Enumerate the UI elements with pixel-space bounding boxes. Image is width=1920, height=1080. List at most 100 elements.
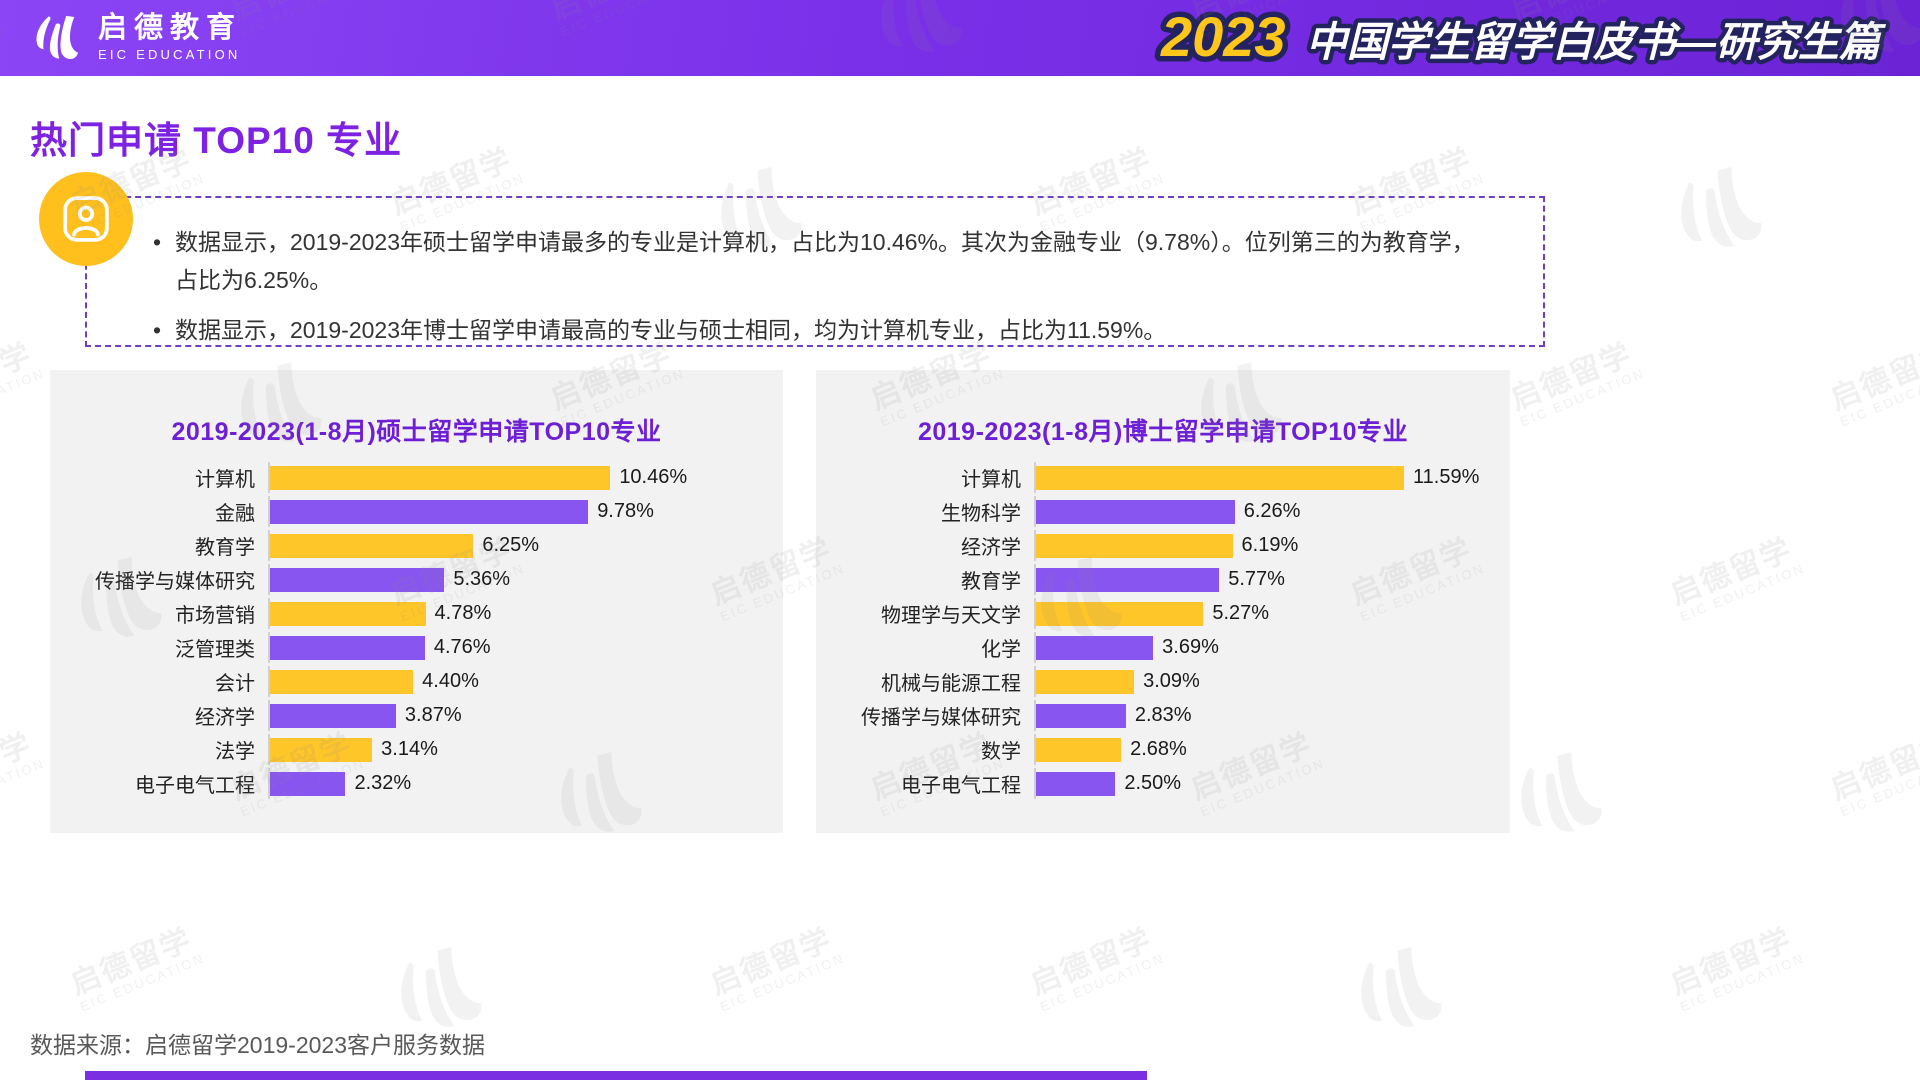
category-label: 经济学	[961, 537, 1021, 559]
bar-track: 11.59%	[1034, 462, 1496, 493]
watermark-line1: 启德留学	[1666, 532, 1798, 612]
bar	[1036, 465, 1404, 490]
key-findings-box: 数据显示，2019-2023年硕士留学申请最多的专业是计算机，占比为10.46%…	[39, 172, 1545, 349]
category-label: 电子电气工程	[135, 775, 255, 797]
report-title-year: 2023	[1160, 5, 1286, 68]
bar-track: 6.26%	[1034, 496, 1496, 527]
chart-row: 计算机 10.46%	[50, 462, 783, 493]
data-source-note: 数据来源：启德留学2019-2023客户服务数据	[30, 1032, 485, 1058]
watermark-line1: 启德留学	[1826, 337, 1920, 417]
category-label: 机械与能源工程	[881, 673, 1021, 695]
bar-track: 3.69%	[1034, 632, 1496, 663]
bar-track: 4.76%	[268, 632, 769, 663]
value-label: 4.76%	[433, 636, 491, 658]
bar	[270, 601, 426, 626]
watermark-line1: 启德留学	[0, 337, 38, 417]
category-label: 法学	[215, 741, 255, 763]
value-label: 2.68%	[1130, 738, 1187, 760]
value-label: 3.09%	[1143, 670, 1200, 692]
category-label: 数学	[981, 741, 1021, 763]
brand-name-en: EIC EDUCATION	[98, 47, 241, 63]
category-label: 化学	[981, 639, 1021, 661]
chart-row: 化学 3.69%	[816, 632, 1510, 663]
watermark-line2: EIC EDUCATION	[1517, 364, 1648, 429]
watermark-line2: EIC EDUCATION	[0, 364, 48, 429]
chart-row: 计算机 11.59%	[816, 462, 1510, 493]
watermark-line2: EIC EDUCATION	[1837, 364, 1920, 429]
watermark-line2: EIC EDUCATION	[1677, 559, 1808, 624]
watermark-line1: 启德留学	[1826, 727, 1920, 807]
bar-track: 5.77%	[1034, 564, 1496, 595]
watermark-logo-icon	[1335, 931, 1462, 1061]
bar	[1036, 737, 1122, 762]
watermark-line1: 启德留学	[1026, 922, 1158, 1002]
category-label: 经济学	[195, 707, 255, 729]
bar-track: 4.78%	[268, 598, 769, 629]
bar	[1036, 499, 1235, 524]
watermark-line2: EIC EDUCATION	[1037, 949, 1168, 1014]
bar	[270, 499, 589, 524]
bar-track: 3.14%	[268, 734, 769, 765]
bar-track: 5.36%	[268, 564, 769, 595]
bar-track: 10.46%	[268, 462, 769, 493]
masters-chart-panel: 2019-2023(1-8月)硕士留学申请TOP10专业 计算机 10.46% 金融…	[50, 370, 783, 833]
category-label: 会计	[215, 673, 255, 695]
svg-text:2023 中国学生留学白皮书—研究生篇: 2023 中国学生留学白皮书—研究生篇	[1160, 5, 1887, 68]
value-label: 6.25%	[482, 534, 540, 556]
page-title: 热门申请 TOP10 专业	[30, 120, 403, 161]
watermark-line1: 启德留学	[66, 922, 198, 1002]
masters-chart-title: 2019-2023(1-8月)硕士留学申请TOP10专业	[171, 418, 662, 446]
bullet-item: 数据显示，2019-2023年博士留学申请最高的专业与硕士相同，均为计算机专业，…	[151, 311, 1517, 349]
value-label: 4.40%	[422, 670, 479, 692]
bar	[1036, 703, 1126, 728]
chart-row: 会计 4.40%	[50, 666, 783, 697]
value-label: 2.83%	[1134, 704, 1192, 726]
report-title-text: 中国学生留学白皮书—研究生篇	[1306, 19, 1887, 65]
category-label: 传播学与媒体研究	[95, 571, 255, 593]
category-label: 市场营销	[175, 605, 255, 627]
bar-track: 2.68%	[1034, 734, 1496, 765]
bar	[270, 533, 474, 558]
chart-row: 市场营销 4.78%	[50, 598, 783, 629]
bar-track: 4.40%	[268, 666, 769, 697]
chart-row: 电子电气工程 2.32%	[50, 768, 783, 799]
bar-track: 6.19%	[1034, 530, 1496, 561]
bar	[1036, 669, 1135, 694]
chart-row: 经济学 3.87%	[50, 700, 783, 731]
bar-track: 5.27%	[1034, 598, 1496, 629]
chart-row: 经济学 6.19%	[816, 530, 1510, 561]
brand-name-cn: 启德教育	[98, 12, 243, 45]
phd-chart-panel: 2019-2023(1-8月)博士留学申请TOP10专业 计算机 11.59% 生物…	[816, 370, 1510, 833]
watermark-line2: EIC EDUCATION	[77, 949, 208, 1014]
bar-track: 2.50%	[1034, 768, 1496, 799]
bar	[1036, 635, 1154, 660]
bar	[270, 771, 346, 796]
chart-row: 教育学 6.25%	[50, 530, 783, 561]
callout-bullets: 数据显示，2019-2023年硕士留学申请最多的专业是计算机，占比为10.46%…	[87, 198, 1543, 349]
bar	[270, 737, 373, 762]
value-label: 6.26%	[1243, 500, 1301, 522]
report-title: 2023 中国学生留学白皮书—研究生篇	[1154, 0, 1890, 74]
bar	[270, 567, 445, 592]
chart-row: 金融 9.78%	[50, 496, 783, 527]
category-label: 金融	[215, 503, 255, 525]
bar	[1036, 567, 1220, 592]
brand-logo-text: 启德教育 EIC EDUCATION	[98, 12, 243, 63]
chart-row: 法学 3.14%	[50, 734, 783, 765]
value-label: 5.77%	[1228, 568, 1285, 590]
value-label: 4.78%	[434, 602, 492, 624]
bar-track: 9.78%	[268, 496, 769, 527]
chart-row: 泛管理类 4.76%	[50, 632, 783, 663]
brand-logo: 启德教育 EIC EDUCATION	[30, 11, 242, 65]
bar	[270, 703, 396, 728]
chart-row: 电子电气工程 2.50%	[816, 768, 1510, 799]
chart-row: 机械与能源工程 3.09%	[816, 666, 1510, 697]
chart-row: 数学 2.68%	[816, 734, 1510, 765]
watermark-line2: EIC EDUCATION	[1677, 949, 1808, 1014]
